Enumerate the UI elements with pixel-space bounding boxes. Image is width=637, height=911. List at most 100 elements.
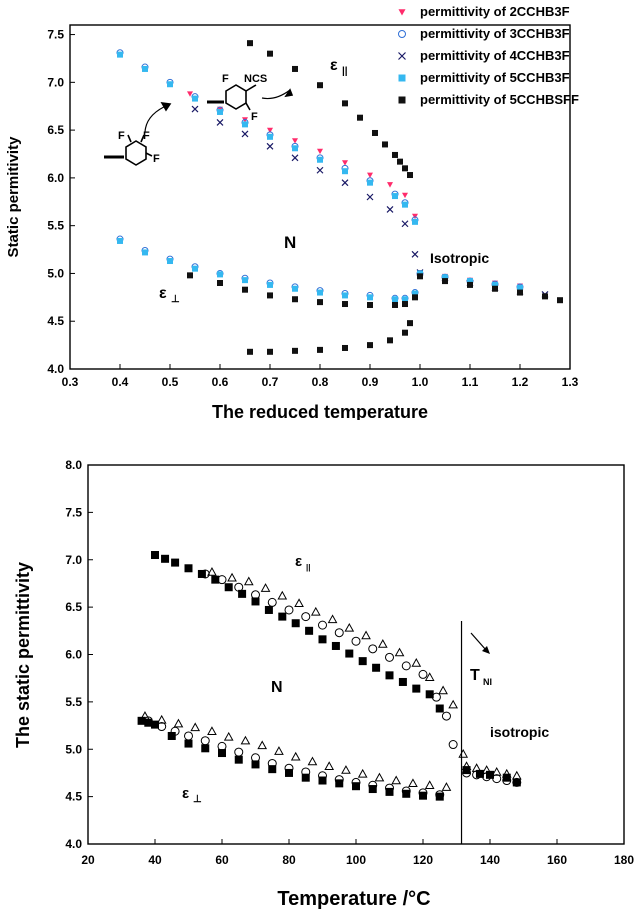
data-point — [151, 720, 159, 729]
data-point — [392, 151, 398, 158]
data-point — [167, 731, 176, 740]
series-3 — [140, 567, 522, 791]
data-point — [361, 630, 371, 640]
data-point — [267, 292, 273, 299]
eps-parallel-label: ε — [330, 57, 338, 74]
data-point — [344, 622, 355, 632]
data-point — [157, 722, 167, 732]
legend-label: permittivity of 3CCHB3F — [420, 26, 570, 41]
y-tick-label: 4.0 — [47, 362, 64, 376]
mol2-f2-label: F — [143, 130, 150, 142]
data-point — [557, 297, 563, 304]
data-point — [318, 776, 327, 785]
data-point — [267, 50, 273, 57]
x-tick-label: 140 — [480, 853, 500, 867]
data-point — [345, 649, 354, 658]
data-point — [251, 760, 260, 769]
data-point — [442, 274, 448, 281]
legend-label: permittivity of 5CCHB3F — [420, 70, 570, 85]
data-point — [247, 348, 253, 355]
data-point — [351, 636, 361, 646]
data-point — [475, 769, 484, 778]
data-point — [317, 289, 323, 296]
chart-temperature: 20 40 60 80 100 120 140 160 180 4.0 4.5 5.0 5.5 6.0 6.… — [13, 458, 634, 910]
data-point — [238, 589, 247, 598]
data-point — [467, 281, 473, 288]
tni-sub: NI — [483, 677, 492, 687]
x-tick-label: 40 — [148, 853, 162, 867]
molecule-trifluoro-icon — [104, 102, 172, 166]
data-point — [374, 772, 385, 782]
data-point — [267, 348, 273, 355]
data-point — [401, 661, 411, 671]
data-point — [368, 780, 378, 790]
data-point — [517, 289, 523, 296]
data-point — [217, 271, 223, 278]
y-tick-label: 8.0 — [65, 458, 82, 472]
data-point — [217, 575, 227, 585]
data-point — [260, 583, 271, 592]
chart-reduced-temperature: 0.3 0.4 0.5 0.6 0.7 0.8 0.9 1.0 1.1 1.2 1.3 4.0 4.5 5… — [5, 4, 579, 420]
data-point — [267, 281, 273, 288]
series-2 — [143, 569, 522, 800]
y-tick-label: 6.0 — [47, 171, 64, 185]
data-point — [448, 699, 458, 709]
data-point — [425, 690, 434, 699]
data-point — [387, 337, 393, 344]
data-point — [291, 154, 299, 162]
data-point — [342, 344, 348, 351]
data-point — [294, 598, 304, 608]
data-point — [331, 641, 340, 650]
legend-marker — [398, 9, 406, 16]
data-point — [435, 704, 444, 713]
data-point — [358, 657, 367, 666]
data-point — [492, 774, 502, 784]
data-point — [542, 293, 548, 300]
x-tick-label: 0.7 — [262, 375, 279, 389]
data-point — [292, 138, 298, 144]
data-point — [285, 768, 293, 777]
data-point — [207, 567, 217, 576]
data-point — [438, 685, 448, 695]
legend-label: permittivity of 5CCHBSFF — [420, 92, 579, 107]
y-tick-label: 7.5 — [65, 505, 82, 519]
legend-label: permittivity of 2CCHB3F — [420, 4, 570, 19]
data-point — [482, 772, 492, 782]
data-point — [216, 119, 224, 126]
data-point — [492, 285, 498, 292]
data-point — [317, 156, 323, 163]
data-point — [317, 148, 323, 155]
tni-label: T — [470, 667, 480, 684]
data-point — [407, 320, 413, 327]
data-point — [241, 130, 249, 138]
data-point — [247, 40, 253, 47]
data-point — [334, 775, 344, 785]
x-tick-label: 100 — [346, 853, 366, 867]
data-point — [218, 749, 226, 758]
data-point — [334, 628, 344, 638]
data-point — [318, 771, 327, 781]
data-point — [401, 786, 411, 796]
legend-marker — [398, 52, 406, 60]
data-point — [310, 606, 321, 616]
data-point — [419, 791, 427, 800]
y-tick-label: 4.5 — [47, 314, 64, 328]
y-tick-label: 4.0 — [65, 837, 82, 851]
data-point — [144, 718, 153, 727]
nematic-label: N — [271, 679, 283, 696]
data-point — [467, 278, 473, 285]
data-point — [481, 765, 492, 774]
y-tick-label: 6.5 — [65, 600, 82, 614]
data-point — [251, 597, 260, 606]
data-point — [402, 329, 408, 336]
data-point — [386, 205, 394, 213]
data-point — [418, 788, 428, 798]
x-tick-label: 120 — [413, 853, 433, 867]
data-point — [372, 663, 381, 672]
x-tick-label: 160 — [547, 853, 567, 867]
data-point — [268, 765, 277, 774]
x-tick-label: 0.9 — [362, 375, 379, 389]
x-tick-label: 1.1 — [462, 375, 479, 389]
data-point — [394, 647, 405, 657]
mol1-f-label: F — [222, 73, 229, 85]
